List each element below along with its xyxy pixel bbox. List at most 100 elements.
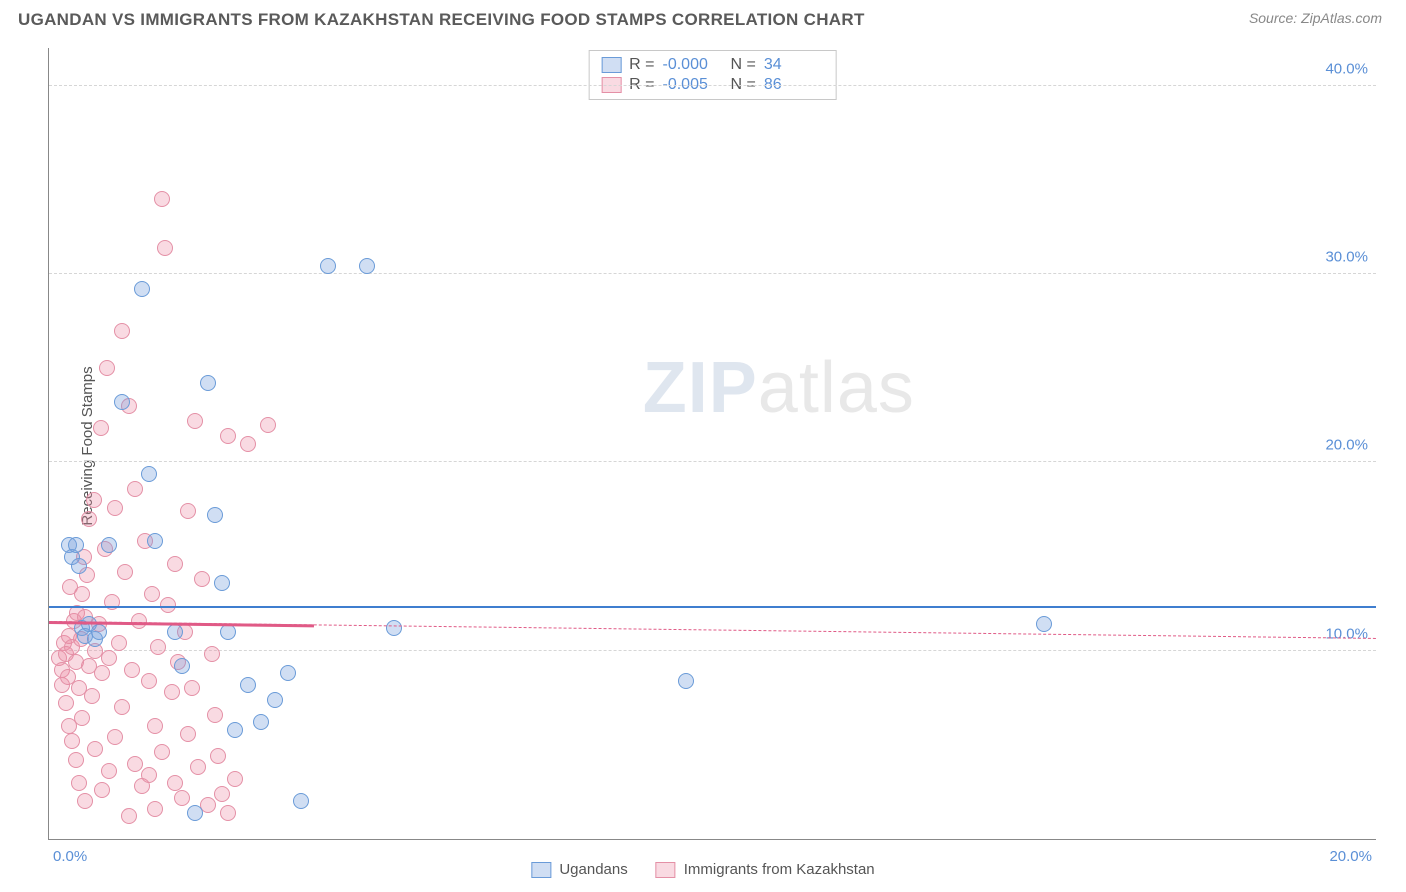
data-point	[267, 692, 283, 708]
data-point	[187, 413, 203, 429]
legend-label: Ugandans	[559, 861, 627, 878]
legend-r-value: -0.000	[663, 56, 723, 74]
data-point	[91, 624, 107, 640]
data-point	[114, 699, 130, 715]
data-point	[1036, 616, 1052, 632]
gridline	[49, 273, 1376, 274]
data-point	[260, 417, 276, 433]
data-point	[240, 436, 256, 452]
watermark-zip: ZIP	[643, 348, 758, 428]
data-point	[207, 507, 223, 523]
data-point	[58, 695, 74, 711]
data-point	[220, 624, 236, 640]
chart-title: UGANDAN VS IMMIGRANTS FROM KAZAKHSTAN RE…	[18, 10, 865, 30]
data-point	[167, 775, 183, 791]
data-point	[359, 258, 375, 274]
legend-swatch	[656, 862, 676, 878]
legend-n-value: 34	[764, 56, 824, 74]
data-point	[141, 466, 157, 482]
data-point	[154, 191, 170, 207]
data-point	[147, 718, 163, 734]
legend-label: Immigrants from Kazakhstan	[684, 861, 875, 878]
data-point	[204, 646, 220, 662]
data-point	[280, 665, 296, 681]
data-point	[167, 556, 183, 572]
data-point	[94, 782, 110, 798]
data-point	[214, 786, 230, 802]
correlation-legend: R = -0.000N = 34R = -0.005N = 86	[588, 50, 837, 100]
scatter-chart: ZIPatlas R = -0.000N = 34R = -0.005N = 8…	[48, 48, 1376, 840]
data-point	[227, 771, 243, 787]
legend-swatch	[531, 862, 551, 878]
data-point	[71, 558, 87, 574]
data-point	[74, 586, 90, 602]
data-point	[77, 793, 93, 809]
data-point	[101, 650, 117, 666]
data-point	[157, 240, 173, 256]
data-point	[74, 710, 90, 726]
data-point	[150, 639, 166, 655]
data-point	[167, 624, 183, 640]
data-point	[214, 575, 230, 591]
data-point	[190, 759, 206, 775]
data-point	[86, 492, 102, 508]
watermark: ZIPatlas	[643, 347, 915, 429]
y-tick-label: 30.0%	[1325, 249, 1368, 266]
data-point	[207, 707, 223, 723]
header: UGANDAN VS IMMIGRANTS FROM KAZAKHSTAN RE…	[0, 0, 1406, 36]
gridline	[49, 85, 1376, 86]
data-point	[114, 323, 130, 339]
data-point	[240, 677, 256, 693]
data-point	[94, 665, 110, 681]
data-point	[147, 533, 163, 549]
data-point	[180, 726, 196, 742]
data-point	[127, 756, 143, 772]
data-point	[180, 503, 196, 519]
data-point	[227, 722, 243, 738]
data-point	[68, 752, 84, 768]
data-point	[114, 394, 130, 410]
data-point	[320, 258, 336, 274]
data-point	[164, 684, 180, 700]
data-point	[141, 767, 157, 783]
data-point	[117, 564, 133, 580]
data-point	[84, 688, 100, 704]
data-point	[147, 801, 163, 817]
data-point	[124, 662, 140, 678]
legend-r-label: R =	[629, 56, 654, 74]
data-point	[253, 714, 269, 730]
gridline	[49, 650, 1376, 651]
data-point	[111, 635, 127, 651]
data-point	[101, 763, 117, 779]
data-point	[121, 808, 137, 824]
y-tick-label: 40.0%	[1325, 60, 1368, 77]
data-point	[93, 420, 109, 436]
y-tick-label: 10.0%	[1325, 625, 1368, 642]
data-point	[184, 680, 200, 696]
data-point	[154, 744, 170, 760]
series-legend: Ugandans Immigrants from Kazakhstan	[531, 861, 874, 878]
data-point	[200, 375, 216, 391]
x-tick-label: 20.0%	[1329, 848, 1372, 865]
data-point	[187, 805, 203, 821]
legend-item: Ugandans	[531, 861, 627, 878]
data-point	[99, 360, 115, 376]
data-point	[87, 741, 103, 757]
trendline-solid	[49, 606, 1376, 609]
data-point	[144, 586, 160, 602]
x-tick-label: 0.0%	[53, 848, 87, 865]
data-point	[134, 281, 150, 297]
data-point	[131, 613, 147, 629]
data-point	[81, 511, 97, 527]
y-tick-label: 20.0%	[1325, 437, 1368, 454]
data-point	[71, 775, 87, 791]
data-point	[127, 481, 143, 497]
legend-row: R = -0.000N = 34	[601, 55, 824, 75]
data-point	[101, 537, 117, 553]
data-point	[64, 733, 80, 749]
data-point	[174, 790, 190, 806]
data-point	[107, 729, 123, 745]
data-point	[174, 658, 190, 674]
data-point	[293, 793, 309, 809]
legend-swatch	[601, 57, 621, 73]
